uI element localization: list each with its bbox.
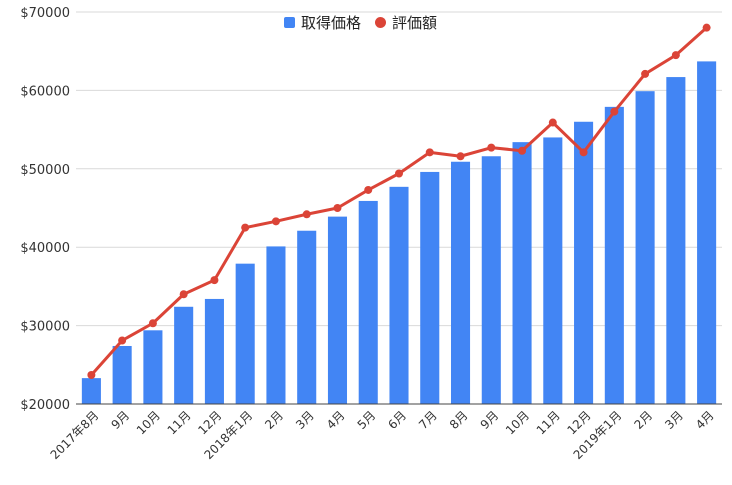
legend-swatch-line: [375, 17, 387, 28]
line-point: [333, 204, 342, 212]
y-tick-label: $30000: [20, 320, 70, 335]
line-point: [671, 51, 680, 60]
bar: [697, 61, 717, 404]
x-tick-label: 4月: [324, 408, 348, 432]
line-point: [487, 143, 496, 152]
bar: [543, 137, 563, 404]
bar: [327, 216, 348, 404]
line-point: [148, 319, 157, 328]
line-point: [179, 290, 188, 299]
line-point: [210, 276, 219, 285]
y-tick-label: $20000: [20, 398, 70, 413]
x-tick-label: 6月: [385, 408, 409, 432]
x-tick-label: 2017年8月: [48, 408, 102, 462]
line-point: [548, 118, 557, 127]
bar: [235, 263, 255, 404]
x-tick-label: 4月: [693, 408, 717, 432]
y-tick-label: $50000: [20, 163, 70, 178]
x-tick-label: 5月: [355, 408, 379, 432]
x-tick-label: 8月: [447, 408, 471, 432]
line-point: [456, 152, 465, 161]
chart-legend: 取得価格 評価額: [284, 12, 451, 33]
bar: [297, 230, 317, 404]
bar: [666, 77, 686, 405]
line-point: [364, 185, 373, 194]
line-point: [395, 169, 403, 178]
legend-label-bar: 取得価格: [301, 14, 362, 32]
bar: [574, 121, 594, 404]
bar: [174, 306, 194, 404]
x-tick-label: 3月: [662, 408, 686, 432]
line-point: [241, 223, 250, 232]
line-point: [579, 148, 588, 157]
bar: [204, 298, 224, 404]
x-tick-label: 3月: [293, 408, 317, 432]
x-tick-label: 10月: [503, 408, 532, 437]
bar: [481, 156, 501, 404]
bar: [266, 246, 286, 404]
line-point: [702, 23, 711, 32]
bar: [143, 330, 163, 404]
x-tick-label: 10月: [134, 408, 163, 437]
x-tick-label: 9月: [108, 408, 132, 432]
line-point: [518, 146, 527, 155]
bar: [450, 161, 471, 404]
x-tick-label: 9月: [478, 408, 502, 432]
line-point: [610, 107, 619, 116]
bar: [389, 186, 409, 404]
bar: [512, 142, 532, 405]
line-point: [87, 370, 96, 379]
x-tick-label: 7月: [416, 408, 440, 432]
line-point: [641, 69, 650, 78]
line-point: [271, 217, 280, 226]
line-point: [118, 336, 127, 345]
bar: [420, 171, 440, 404]
legend-item-line[interactable]: 評価額: [375, 12, 437, 33]
x-tick-label: 11月: [165, 408, 194, 437]
y-tick-label: $70000: [20, 6, 70, 21]
x-tick-label: 2月: [631, 408, 655, 432]
bar: [358, 200, 378, 404]
bar: [635, 91, 655, 405]
bar: [604, 106, 624, 404]
legend-swatch-bar: [284, 17, 295, 28]
legend-item-bar[interactable]: 取得価格: [284, 12, 361, 33]
y-tick-label: $60000: [20, 84, 70, 99]
x-tick-label: 2月: [262, 408, 286, 432]
line-point: [425, 148, 434, 157]
bar: [81, 378, 101, 404]
bar: [112, 345, 132, 404]
legend-label-line: 評価額: [392, 14, 438, 32]
x-tick-label: 11月: [534, 408, 563, 437]
y-tick-label: $40000: [20, 241, 70, 256]
line-point: [302, 210, 311, 219]
